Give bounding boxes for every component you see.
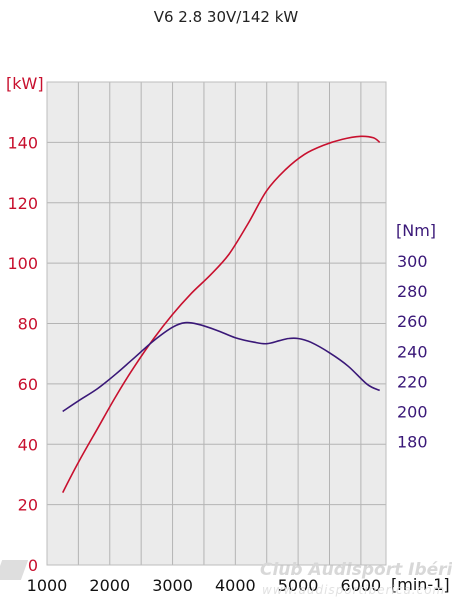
y-tick-label-left: 60 bbox=[18, 375, 38, 394]
y-tick-label-right: 200 bbox=[397, 402, 428, 421]
watermark-logo: Club Audisport Ibérica www.audisportiber… bbox=[0, 560, 452, 597]
y-tick-label-left: 100 bbox=[7, 254, 38, 273]
plot-frame bbox=[46, 81, 387, 566]
y-tick-label-left: 120 bbox=[7, 194, 38, 213]
y-tick-label-right: 280 bbox=[397, 282, 428, 301]
gridlines bbox=[47, 82, 386, 565]
y-tick-label-right: 240 bbox=[397, 342, 428, 361]
y-axis-left-ticks: 0 20 40 60 80 100 120 140 bbox=[7, 133, 38, 575]
y-tick-label-left: 40 bbox=[18, 435, 38, 454]
y-axis-right-label: [Nm] bbox=[396, 221, 436, 240]
power-curve-line bbox=[61, 135, 381, 493]
x-axis-label: [min-1] bbox=[391, 575, 450, 594]
y-tick-label-left: 140 bbox=[7, 133, 38, 152]
x-tick-label: 2000 bbox=[89, 576, 130, 595]
y-tick-label-left: 0 bbox=[28, 556, 38, 575]
y-tick-label-right: 220 bbox=[397, 372, 428, 391]
watermark-url: www.audisportiberica.com bbox=[262, 583, 445, 597]
torque-curve-line bbox=[62, 321, 381, 413]
series-group bbox=[61, 135, 381, 493]
y-tick-label-left: 20 bbox=[18, 496, 38, 515]
x-tick-label: 3000 bbox=[152, 576, 193, 595]
x-tick-label: 4000 bbox=[215, 576, 256, 595]
watermark-text: Club Audisport Ibérica bbox=[260, 560, 452, 580]
y-tick-label-left: 80 bbox=[18, 315, 38, 334]
watermark-mark bbox=[0, 560, 29, 580]
chart-title: V6 2.8 30V/142 kW bbox=[154, 8, 299, 26]
x-axis-ticks: 1000 2000 3000 4000 5000 6000 bbox=[27, 576, 382, 595]
x-tick-label: 5000 bbox=[278, 576, 319, 595]
y-axis-right-ticks: 180 200 220 240 260 280 300 bbox=[397, 252, 428, 452]
y-tick-label-right: 180 bbox=[397, 433, 428, 452]
x-tick-label: 1000 bbox=[27, 576, 68, 595]
y-axis-left-label: [kW] bbox=[6, 74, 44, 93]
y-tick-label-right: 260 bbox=[397, 312, 428, 331]
y-tick-label-right: 300 bbox=[397, 252, 428, 271]
x-tick-label: 6000 bbox=[341, 576, 382, 595]
